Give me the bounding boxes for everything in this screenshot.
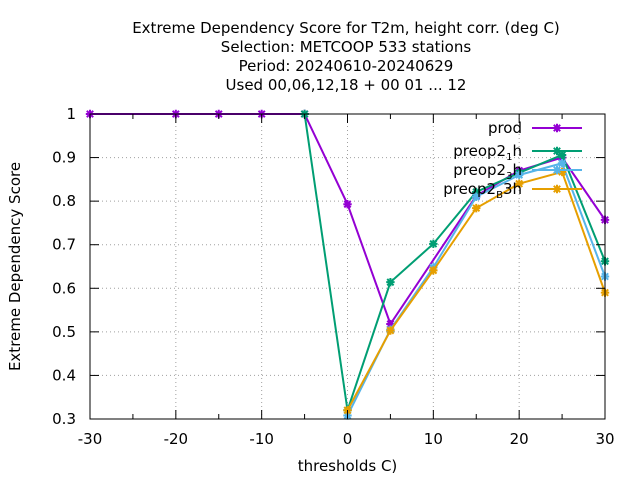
tick-labels: -30 -20 -10 0 10 20 30 0.3 0.4 0.5 0.6 0.7 0.8 0.9 1	[52, 105, 614, 448]
legend-label-part: h	[512, 142, 522, 160]
legend-label-part: preop2	[443, 180, 496, 198]
data-point-core	[474, 194, 479, 199]
legend-entry-prod: prod	[488, 119, 582, 137]
grid	[90, 114, 605, 419]
legend-label-part: 3	[506, 171, 512, 182]
legend-entry-preop2_1h: preop21h	[453, 142, 582, 163]
y-tick-label: 0.9	[52, 149, 76, 167]
x-axis-label: thresholds C)	[298, 457, 398, 475]
title-line: Period: 20240610-20240629	[239, 57, 454, 75]
legend-label-part: preop2	[453, 161, 506, 179]
series-preop2_B3h	[343, 167, 610, 415]
data-point-core	[431, 268, 436, 273]
legend-label-part: 1	[506, 152, 512, 163]
x-tick-label: 0	[343, 430, 353, 448]
legend-marker-core	[554, 186, 560, 192]
legend-label: preop21h	[453, 142, 522, 163]
x-tick-label: 30	[595, 430, 614, 448]
data-point-core	[388, 321, 393, 327]
series-line-preop2_1h	[303, 113, 606, 411]
y-tick-label: 1	[66, 105, 76, 123]
y-tick-label: 0.7	[52, 236, 76, 254]
y-axis-label: Extreme Dependency Score	[6, 162, 24, 371]
data-point-core	[388, 328, 393, 333]
legend-label: prod	[488, 119, 522, 137]
chart-title: Extreme Dependency Score for T2m, height…	[132, 19, 560, 94]
legend-entry-preop2_B3h: preop2B3h	[443, 180, 582, 201]
data-point-core	[516, 172, 522, 178]
title-line: Extreme Dependency Score for T2m, height…	[132, 19, 560, 37]
title-line: Used 00,06,12,18 + 00 01 ... 12	[226, 76, 467, 94]
data-point-core	[431, 241, 436, 247]
x-tick-label: 10	[424, 430, 443, 448]
legend-label-part: prod	[488, 119, 522, 137]
y-tick-label: 0.5	[52, 323, 76, 341]
x-tick-label: -20	[164, 430, 189, 448]
data-point-core	[559, 152, 565, 158]
legend-entry-preop2_3h: preop23h	[453, 161, 582, 182]
data-point-core	[474, 189, 479, 195]
legend-label-part: B	[496, 190, 503, 201]
legend-label: preop2B3h	[443, 180, 522, 201]
series-line-prod	[90, 113, 606, 327]
legend-marker-core	[554, 125, 560, 131]
y-tick-label: 0.8	[52, 192, 76, 210]
axis-ticks	[89, 113, 606, 420]
series-lines	[85, 109, 610, 420]
legend-marker-core	[554, 167, 560, 173]
legend-label-part: preop2	[453, 142, 506, 160]
y-tick-label: 0.4	[52, 366, 76, 384]
x-tick-label: -30	[78, 430, 103, 448]
data-point-core	[474, 205, 479, 211]
data-point-core	[516, 181, 522, 186]
x-tick-label: 20	[510, 430, 529, 448]
series-preop2_3h	[343, 159, 610, 420]
data-point-core	[345, 201, 350, 207]
legend-label: preop23h	[453, 161, 522, 182]
data-point-core	[388, 279, 393, 285]
y-tick-label: 0.3	[52, 410, 76, 428]
legend-label-part: h	[512, 161, 522, 179]
y-tick-label: 0.6	[52, 279, 76, 297]
legend-label-part: 3h	[503, 180, 522, 198]
data-point-core	[559, 161, 565, 166]
x-tick-label: -10	[249, 430, 274, 448]
title-line: Selection: METCOOP 533 stations	[221, 38, 472, 56]
legend-marker-core	[554, 148, 560, 154]
